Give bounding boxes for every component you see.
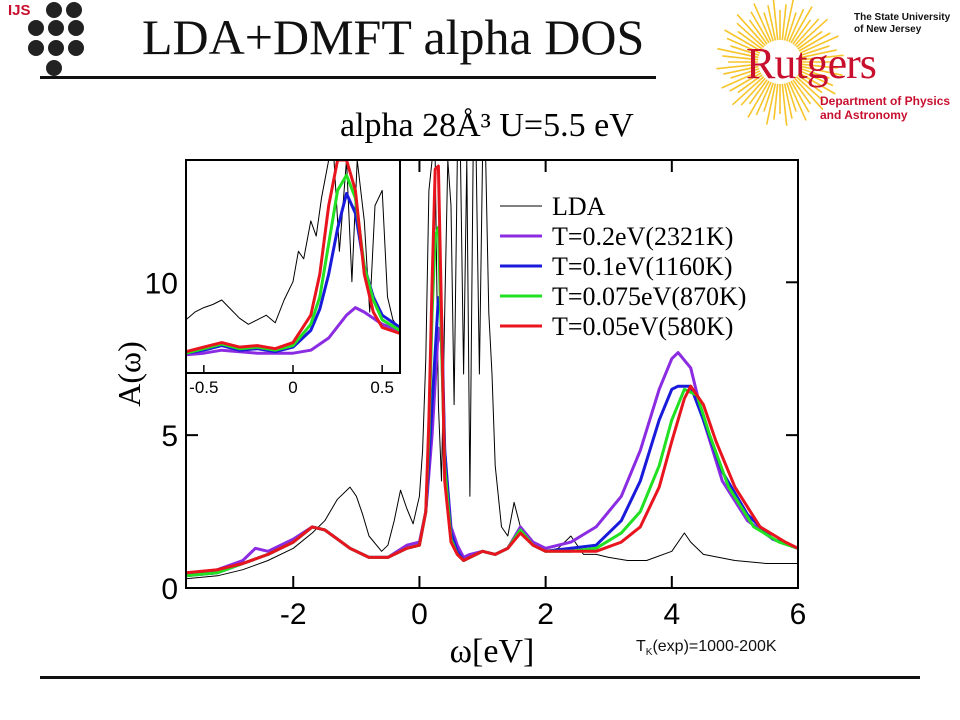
inset-xtick-label-2: 0.5 [370,378,394,397]
inset-xtick-label-0: -0.5 [189,378,218,397]
main-series-4 [186,164,798,575]
inset-series-1 [186,306,400,357]
rutgers-university-text: The State University of New Jersey [854,12,951,35]
page-title: LDA+DMFT alpha DOS [142,9,645,65]
main-ylabel: A(ω) [111,341,147,406]
inset-series-3 [186,173,400,355]
main-ytick-label-2: 10 [145,267,178,300]
main-series-0 [186,160,798,580]
ijs-logo-text: IJS [8,2,31,19]
main-xtick-label-0: -2 [280,598,307,631]
legend-label-2: T=0.1eV(1160K) [552,252,733,281]
main-ytick-label-0: 0 [161,573,178,606]
legend-label-0: LDA [552,192,606,221]
bottom-rule [40,676,920,679]
inset-series-0 [186,160,400,331]
legend-label-3: T=0.075eV(870K) [552,282,746,311]
main-ytick-label-1: 5 [161,420,178,453]
chart-title: alpha 28Å³ U=5.5 eV [340,107,634,144]
ijs-logo [28,2,84,76]
inset-series-4 [186,160,400,354]
tk-prefix: T [636,638,646,655]
rutgers-department-text: Department of Physics and Astronomy [820,94,951,122]
rutgers-wordmark: Rutgers [746,39,877,88]
tk-subscript: K [645,647,653,659]
main-xtick-label-1: 0 [411,598,428,631]
main-xtick-label-4: 6 [790,598,807,631]
sunburst-icon [716,0,844,126]
legend-label-1: T=0.2eV(2321K) [552,222,733,251]
tk-suffix: (exp)=1000-200K [652,638,777,655]
main-xtick-label-3: 4 [663,598,680,631]
main-xtick-label-2: 2 [537,598,554,631]
legend-label-4: T=0.05eV(580K) [552,312,733,341]
title-underline [40,76,656,79]
rutgers-logo: The State University of New Jersey Rutge… [710,0,960,130]
main-xlabel: ω[eV] [450,633,535,670]
inset-xtick-label-1: 0 [288,378,297,397]
kondo-temperature-note: TK(exp)=1000-200K [636,638,777,658]
